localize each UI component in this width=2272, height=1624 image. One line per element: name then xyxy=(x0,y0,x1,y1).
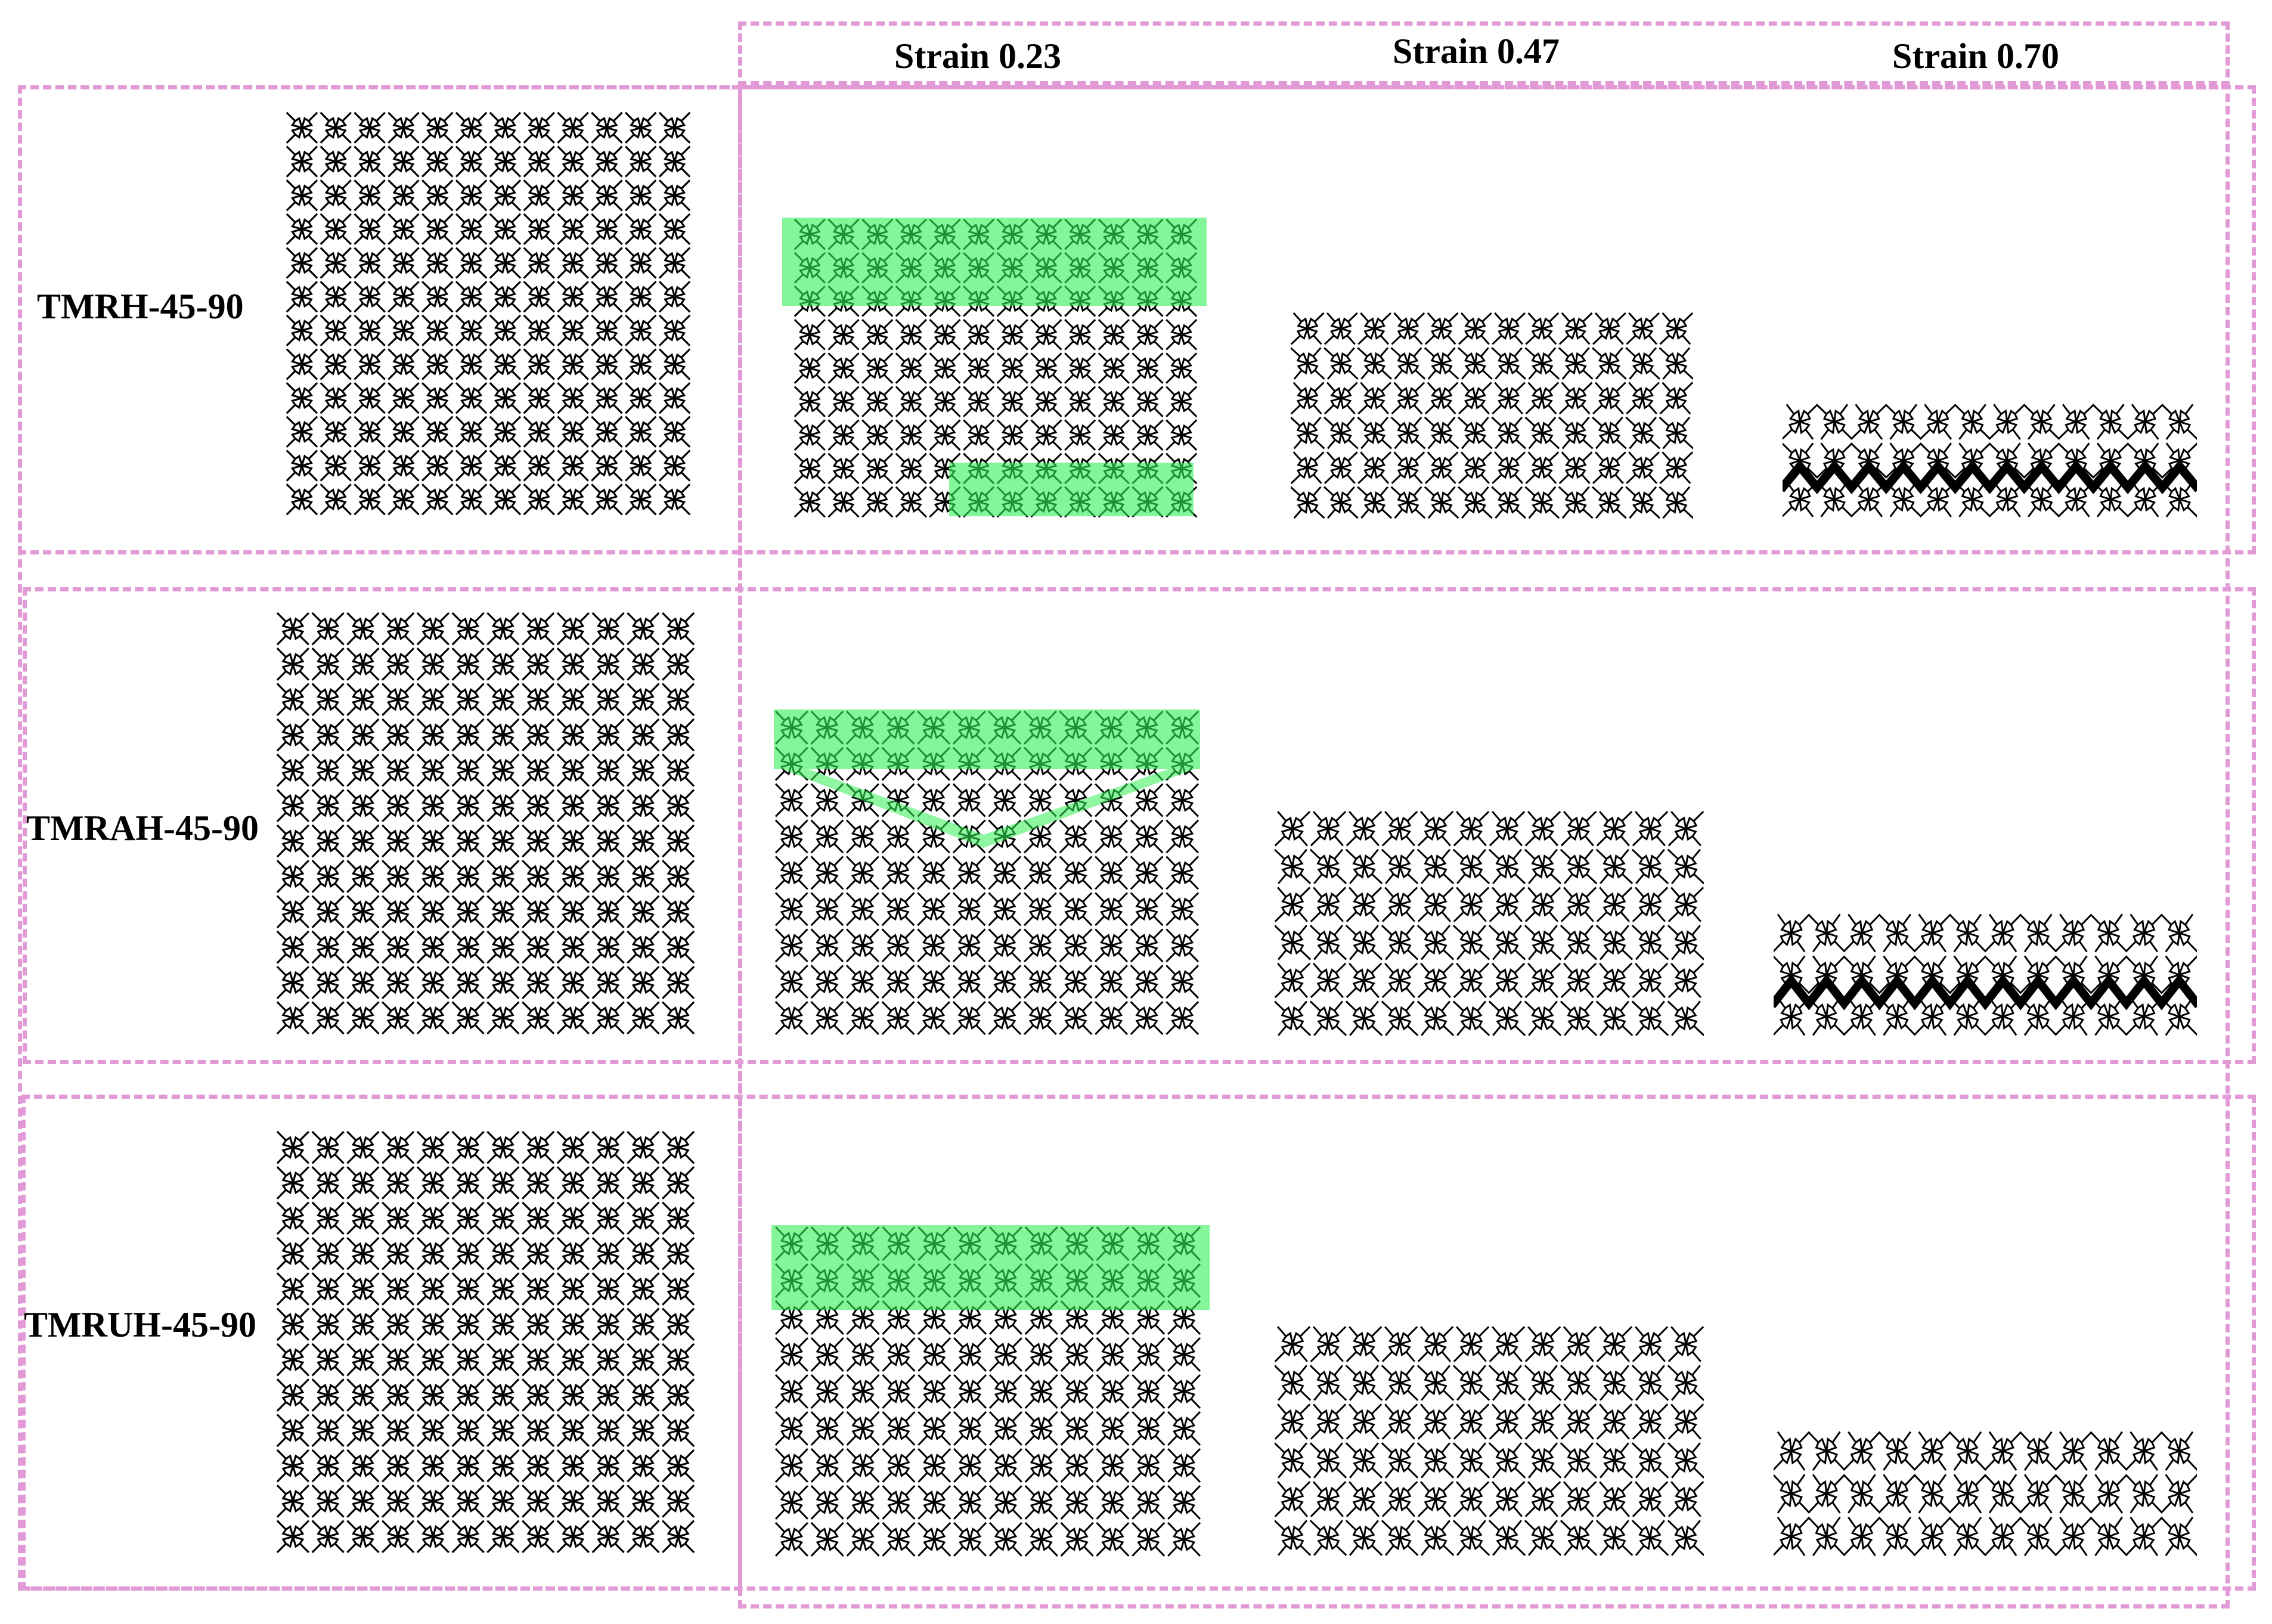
column-header-strain-070: Strain 0.70 xyxy=(1892,36,2060,76)
green-highlight-tmrah-top xyxy=(774,709,1200,769)
lattice-tmrh-strain-047 xyxy=(1291,311,1693,520)
lattice-tmruh-undeformed xyxy=(275,1130,696,1554)
lattice-tmruh-strain-070 xyxy=(1774,1430,2197,1558)
row-frame-3 xyxy=(21,1095,2256,1591)
lattice-tmrah-strain-047 xyxy=(1275,810,1704,1037)
row-label-tmruh: TMRUH-45-90 xyxy=(24,1305,256,1344)
green-highlight-tmrah-v-band xyxy=(774,769,1200,853)
green-highlight-tmruh-top xyxy=(771,1225,1210,1310)
column-header-strain-047: Strain 0.47 xyxy=(1392,32,1560,71)
row-frame-2 xyxy=(23,587,2256,1064)
row-label-tmrh: TMRH-45-90 xyxy=(37,287,244,326)
column-header-strain-023: Strain 0.23 xyxy=(894,36,1062,76)
lattice-tmrah-undeformed xyxy=(275,611,696,1036)
green-highlight-tmrh-bottom xyxy=(949,463,1194,516)
lattice-tmrah-strain-070 xyxy=(1774,912,2197,1037)
lattice-tmruh-strain-047 xyxy=(1275,1325,1704,1557)
row-label-tmrah: TMRAH-45-90 xyxy=(26,808,259,848)
lattice-tmrh-undeformed xyxy=(285,111,692,516)
green-highlight-tmrh-top xyxy=(782,218,1207,306)
lattice-tmrh-strain-070 xyxy=(1783,402,2197,519)
label-column-frame xyxy=(18,85,742,1591)
